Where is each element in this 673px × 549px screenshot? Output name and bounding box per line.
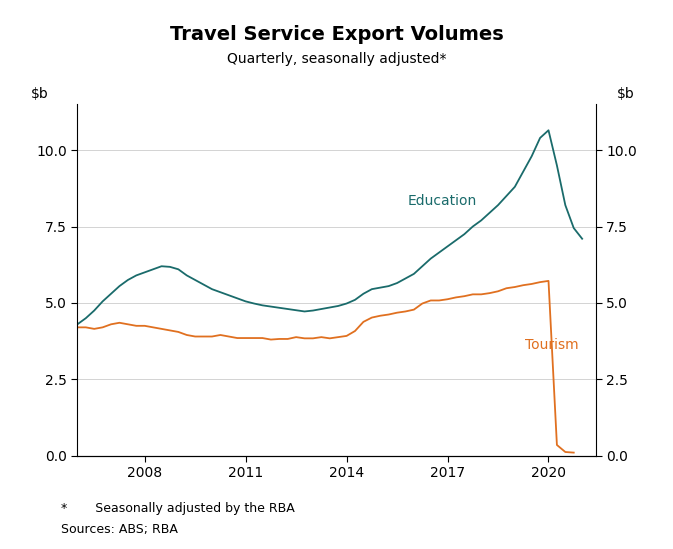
Text: Tourism: Tourism <box>525 338 579 352</box>
Text: $b: $b <box>616 87 635 101</box>
Text: $b: $b <box>31 87 48 101</box>
Text: Education: Education <box>407 194 476 208</box>
Text: Quarterly, seasonally adjusted*: Quarterly, seasonally adjusted* <box>227 52 446 66</box>
Text: *       Seasonally adjusted by the RBA: * Seasonally adjusted by the RBA <box>61 502 294 516</box>
Text: Travel Service Export Volumes: Travel Service Export Volumes <box>170 25 503 44</box>
Text: Sources: ABS; RBA: Sources: ABS; RBA <box>61 523 178 536</box>
